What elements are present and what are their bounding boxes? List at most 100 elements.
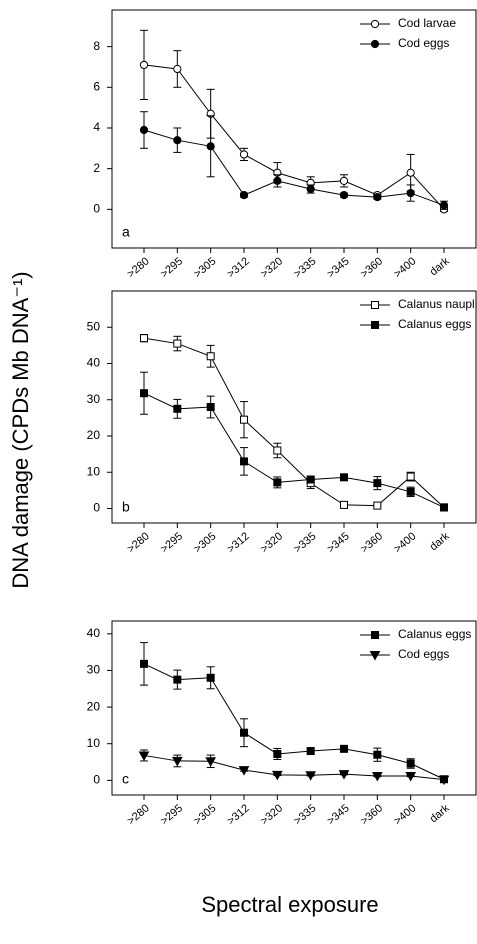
marker — [140, 659, 148, 668]
marker — [140, 334, 148, 343]
marker — [273, 749, 282, 758]
x-tick-label: dark — [428, 530, 452, 553]
marker — [205, 757, 217, 767]
marker — [273, 176, 282, 185]
marker — [206, 352, 215, 361]
panel-label: c — [122, 771, 129, 787]
y-tick-label: 10 — [87, 464, 101, 478]
marker — [273, 446, 282, 455]
x-tick-label: >345 — [325, 255, 352, 280]
marker — [305, 771, 317, 781]
legend-marker — [369, 651, 381, 661]
series-line — [143, 129, 445, 206]
y-tick-label: 0 — [93, 501, 100, 515]
marker — [173, 64, 182, 74]
marker — [240, 457, 248, 466]
marker — [438, 775, 450, 786]
marker — [139, 60, 149, 70]
x-tick-label: >312 — [225, 802, 252, 827]
marker — [140, 389, 148, 398]
marker — [406, 188, 415, 198]
marker — [373, 479, 382, 488]
x-tick-label: >320 — [258, 802, 285, 827]
y-tick-label: 50 — [87, 319, 101, 333]
plot-frame — [111, 9, 477, 249]
x-tick-label: >312 — [225, 530, 252, 555]
y-tick-label: 40 — [87, 626, 101, 640]
marker — [239, 150, 249, 159]
marker — [405, 771, 417, 782]
legend-label: Cod eggs — [398, 647, 449, 661]
legend-marker — [371, 631, 379, 639]
plot-frame — [111, 290, 477, 524]
legend-label: Calanus eggs — [398, 317, 471, 331]
marker — [339, 176, 349, 185]
legend-marker — [370, 19, 380, 29]
x-tick-label: >305 — [192, 530, 219, 555]
y-tick-label: 10 — [87, 736, 101, 750]
marker — [338, 770, 350, 780]
marker — [173, 404, 182, 413]
series-line — [143, 754, 445, 781]
marker — [406, 487, 415, 496]
y-tick-label: 20 — [87, 428, 101, 442]
legend-marker — [370, 39, 380, 49]
marker — [206, 403, 215, 411]
marker — [373, 501, 382, 510]
marker — [271, 770, 283, 781]
x-tick-label: >335 — [292, 255, 319, 280]
marker — [406, 168, 415, 177]
legend-label: Cod eggs — [398, 36, 449, 50]
x-tick-label: >345 — [325, 530, 352, 555]
legend-label: Calanus eggs — [398, 627, 471, 641]
legend-marker — [371, 321, 379, 329]
marker — [373, 750, 382, 759]
x-tick-label: dark — [428, 802, 452, 825]
x-axis-label: Spectral exposure — [201, 892, 378, 917]
marker — [240, 728, 248, 737]
y-tick-label: 8 — [93, 39, 100, 53]
marker — [306, 184, 315, 194]
marker — [406, 472, 415, 481]
marker — [373, 193, 382, 202]
marker — [340, 744, 348, 753]
marker — [339, 191, 349, 200]
marker — [371, 771, 383, 782]
marker — [440, 503, 448, 512]
y-tick-label: 6 — [93, 79, 100, 93]
y-axis-label: DNA damage (CPDs Mb DNA⁻¹) — [8, 271, 33, 588]
y-tick-label: 30 — [87, 663, 101, 677]
marker — [239, 191, 249, 200]
y-tick-label: 2 — [93, 161, 100, 175]
marker — [340, 473, 348, 482]
x-tick-label: >280 — [125, 530, 152, 555]
x-tick-label: >305 — [192, 802, 219, 827]
series-line — [143, 337, 445, 508]
x-tick-label: >400 — [392, 255, 419, 280]
marker — [171, 756, 183, 767]
panel: 0 2 4 6 8 >280 >295 >305 >312 >320 >335 >345 >360 >40… — [93, 9, 477, 280]
x-tick-label: >360 — [358, 802, 385, 827]
x-tick-label: dark — [428, 255, 452, 278]
marker — [206, 142, 215, 151]
x-tick-label: >280 — [125, 802, 152, 827]
series-line — [143, 64, 445, 210]
series-line — [143, 663, 445, 780]
x-tick-label: >345 — [325, 802, 352, 827]
x-tick-label: >335 — [292, 530, 319, 555]
marker — [173, 136, 182, 145]
panel: 0 10 20 30 40 >280 >295 >305 >312 >320 >335 >345 >36… — [87, 620, 477, 827]
y-tick-label: 4 — [93, 120, 100, 134]
panel-label: a — [122, 224, 130, 240]
marker — [406, 759, 415, 768]
marker — [206, 673, 215, 682]
marker — [306, 747, 315, 756]
x-tick-label: >295 — [158, 255, 185, 280]
legend-marker — [371, 301, 379, 309]
marker — [439, 201, 449, 210]
x-tick-label: >280 — [125, 255, 152, 280]
marker — [340, 500, 348, 509]
x-tick-label: >295 — [158, 530, 185, 555]
x-tick-label: >360 — [358, 255, 385, 280]
